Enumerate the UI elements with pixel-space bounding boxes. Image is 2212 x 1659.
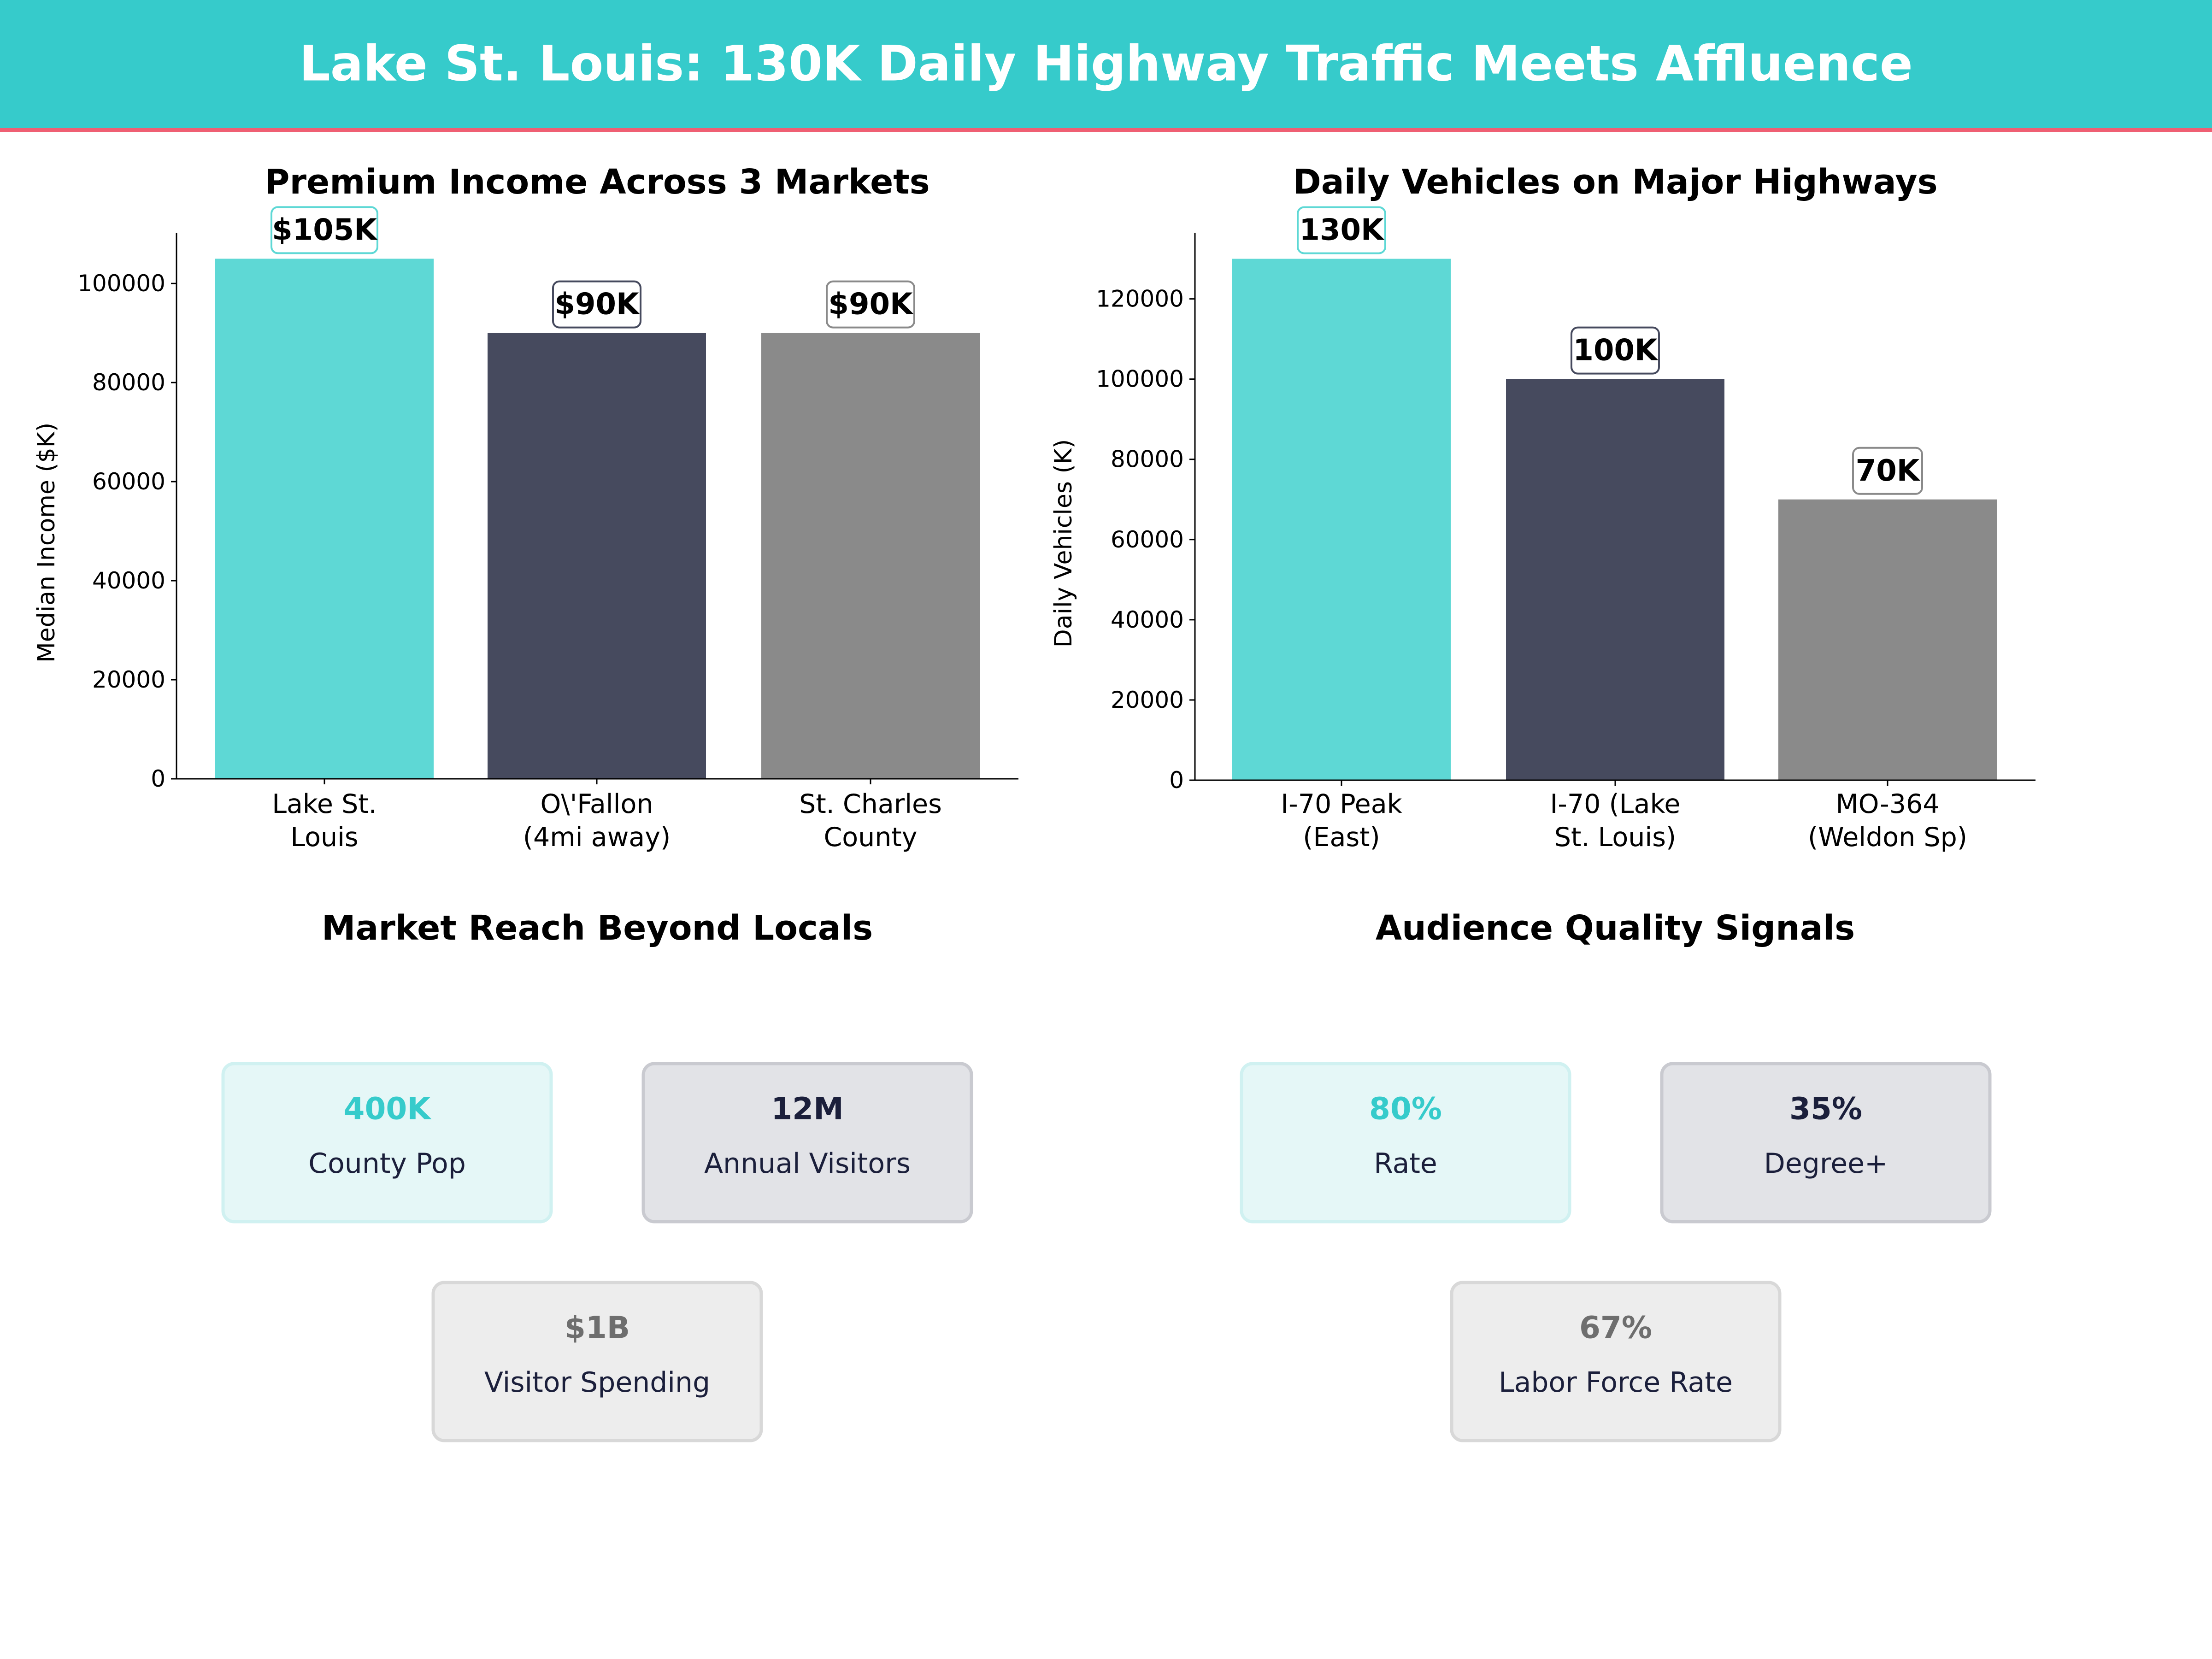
stat-card-label: County Pop (308, 1147, 466, 1180)
y-tick-label: 20000 (92, 666, 165, 693)
x-tick-label: Louis (290, 822, 358, 853)
x-tick-label: St. Louis) (1554, 822, 1676, 853)
stat-card-value: $1B (565, 1310, 630, 1346)
x-tick-label: I-70 (Lake (1550, 789, 1681, 819)
income-bar-chart: $105K Lake St.Louis $90K O\'Fallon(4mi away… (33, 206, 1018, 853)
stat-card-label: Labor Force Rate (1499, 1366, 1733, 1399)
stat-card-label: Rate (1374, 1147, 1437, 1180)
data-label: $105K (272, 213, 378, 247)
data-label-box (1297, 206, 1386, 254)
x-tick-label: (4mi away) (523, 822, 671, 853)
header-banner (0, 0, 2212, 128)
page-title: Lake St. Louis: 130K Daily Highway Traff… (299, 35, 1913, 92)
x-tick-label: Lake St. (272, 789, 377, 819)
data-label: $90K (554, 288, 640, 322)
y-tick-label: 100000 (1096, 366, 1184, 393)
y-tick-label: 40000 (92, 567, 165, 594)
stat-card-value: 400K (344, 1091, 432, 1127)
bar (1778, 499, 1997, 780)
x-tick-label: St. Charles (799, 789, 942, 819)
stat-card (1660, 1062, 1992, 1224)
bar (1506, 379, 1724, 780)
stat-card (1450, 1281, 1782, 1442)
data-label: 130K (1299, 213, 1385, 247)
panel-title-market-reach: Market Reach Beyond Locals (322, 908, 873, 948)
stat-card-label: Degree+ (1764, 1147, 1888, 1180)
y-tick-label: 80000 (92, 369, 165, 396)
y-tick-label: 120000 (1096, 286, 1184, 312)
data-label-box (1852, 447, 1923, 495)
data-label: 70K (1856, 454, 1921, 488)
stat-card-value: 12M (771, 1091, 844, 1127)
x-tick-label: I-70 Peak (1281, 789, 1402, 819)
chart-title-income: Premium Income Across 3 Markets (265, 162, 930, 202)
data-label: $90K (828, 288, 914, 322)
data-label-box (271, 206, 378, 254)
stat-card-label: Visitor Spending (484, 1366, 710, 1399)
y-axis-label: Median Income ($K) (33, 423, 60, 663)
data-label-box (1571, 326, 1660, 375)
stat-card-label: Annual Visitors (704, 1147, 911, 1180)
header-accent-line (0, 128, 2212, 132)
bar (1232, 259, 1451, 780)
stat-card-value: 80% (1369, 1091, 1442, 1127)
x-tick-label: O\'Fallon (541, 789, 653, 819)
y-tick-label: 80000 (1111, 446, 1184, 473)
y-tick-label: 0 (151, 765, 165, 792)
chart-title-vehicles: Daily Vehicles on Major Highways (1293, 162, 1937, 202)
stat-card (431, 1281, 763, 1442)
stat-cards: 400K County Pop 12M Annual Visitors $1B Visit… (221, 1062, 1992, 1442)
panel-title-audience-quality: Audience Quality Signals (1376, 908, 1855, 948)
data-label: 100K (1573, 334, 1659, 368)
y-tick-label: 20000 (1111, 687, 1184, 713)
x-tick-label: (East) (1303, 822, 1380, 853)
y-tick-label: 40000 (1111, 606, 1184, 633)
bar (488, 333, 706, 779)
data-label-box (826, 280, 915, 329)
stat-card (641, 1062, 973, 1224)
x-tick-label: (Weldon Sp) (1808, 822, 1967, 853)
y-tick-label: 0 (1169, 767, 1184, 794)
y-tick-label: 60000 (92, 468, 165, 495)
y-tick-label: 60000 (1111, 526, 1184, 553)
bar (761, 333, 980, 779)
data-label-box (552, 280, 641, 329)
stat-card (221, 1062, 553, 1224)
y-tick-label: 100000 (77, 270, 165, 297)
stat-card-value: 35% (1789, 1091, 1862, 1127)
stat-card-value: 67% (1579, 1310, 1652, 1346)
bar (215, 259, 434, 779)
y-axis-label: Daily Vehicles (K) (1050, 439, 1077, 647)
stat-card (1240, 1062, 1571, 1224)
x-tick-label: MO-364 (1836, 789, 1940, 819)
x-tick-label: County (824, 822, 917, 853)
